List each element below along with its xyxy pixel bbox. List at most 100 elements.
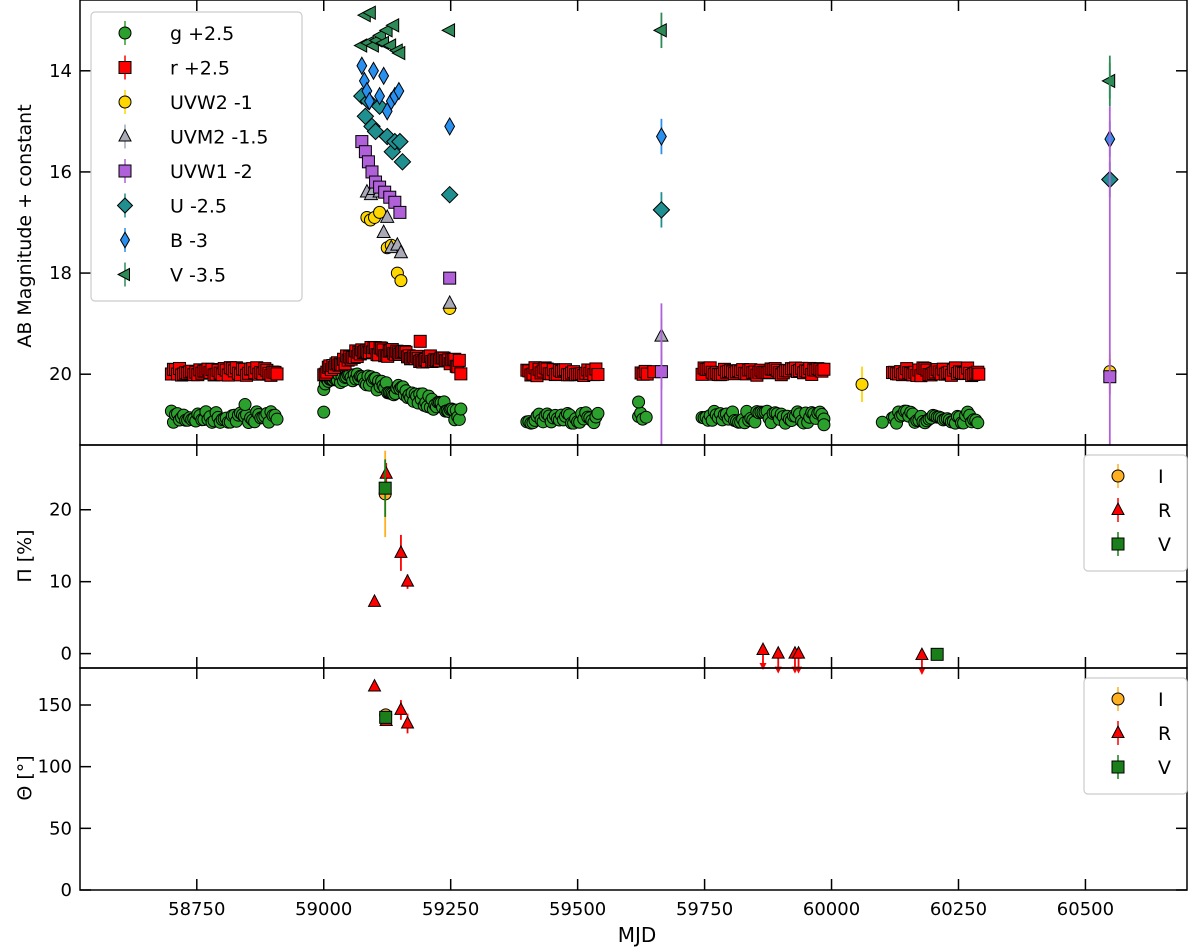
r-band-point — [452, 353, 466, 367]
polarisation-point — [930, 647, 944, 661]
swift-point — [441, 23, 456, 38]
panel-frame — [79, 444, 1188, 669]
polarisation-point — [367, 678, 382, 692]
swift-point — [394, 274, 408, 288]
x-tick-label: 60500 — [1057, 899, 1114, 920]
upper-limit-point — [756, 642, 770, 656]
legend-box — [1083, 677, 1188, 795]
swift-point — [655, 127, 667, 146]
x-tick-label: 58750 — [168, 899, 225, 920]
y-tick-label: 50 — [49, 818, 72, 839]
swift-point — [378, 66, 390, 86]
legend-label: V — [1158, 534, 1171, 556]
g-band-point — [817, 418, 831, 432]
y-tick-label: 20 — [49, 500, 72, 521]
swift-point — [393, 152, 412, 171]
middle-panel-y-axis-label: Π [%] — [14, 529, 36, 582]
legend-marker — [118, 95, 132, 109]
legend-marker — [118, 164, 132, 178]
x-tick-label: 59000 — [295, 899, 352, 920]
swift-point — [368, 61, 379, 81]
swift-point — [361, 5, 376, 20]
swift-point — [393, 205, 407, 219]
y-tick-label: 14 — [49, 61, 72, 82]
bottom-panel-y-axis-label: Θ [°] — [14, 755, 36, 800]
x-axis-label: MJD — [618, 923, 657, 947]
legend-label: g +2.5 — [170, 23, 234, 45]
upper-limit-arrowhead — [759, 663, 767, 671]
r-band-point — [454, 367, 468, 381]
top-panel-y-axis-label: AB Magnitude + constant — [14, 104, 36, 347]
legend-box — [90, 11, 303, 302]
legend-label: I — [1158, 689, 1164, 711]
upper-limit-arrowhead — [918, 668, 926, 676]
polarisation-point — [379, 710, 393, 724]
swift-point — [376, 224, 391, 238]
legend-marker — [117, 267, 130, 282]
y-tick-label: 100 — [38, 757, 72, 778]
swift-point — [444, 116, 456, 136]
swift-point — [393, 81, 405, 101]
r-band-point — [413, 334, 427, 348]
x-tick-label: 60000 — [803, 899, 860, 920]
g-band-point — [270, 412, 284, 426]
legend-label: R — [1158, 500, 1171, 522]
panel-frame — [79, 667, 1188, 891]
swift-point — [391, 45, 406, 61]
legend-label: UVW2 -1 — [170, 92, 253, 114]
r-band-point — [972, 367, 986, 381]
legend-marker — [1111, 469, 1125, 483]
x-tick-label: 59500 — [549, 899, 606, 920]
r-band-point — [591, 367, 605, 381]
swift-point — [652, 201, 671, 219]
swift-point — [391, 132, 409, 151]
swift-point — [374, 86, 386, 106]
legend-marker — [1111, 502, 1125, 515]
x-tick-label: 60250 — [930, 899, 987, 920]
y-tick-label: 10 — [49, 572, 72, 593]
g-band-point — [238, 398, 252, 412]
legend-label: I — [1158, 466, 1164, 488]
legend-layer: g +2.5 r +2.5 UVW2 -1 UVM2 -1.5 UVW1 -2 U -2.… — [90, 11, 1188, 795]
g-band-point — [591, 406, 605, 420]
x-tick-label: 59250 — [422, 899, 479, 920]
swift-point — [652, 23, 667, 38]
g-band-point — [317, 405, 331, 419]
g-band-point — [971, 416, 985, 430]
polarisation-point — [400, 715, 415, 729]
legend-label: V — [1158, 757, 1171, 779]
legend-marker — [116, 197, 134, 214]
legend-box — [1083, 454, 1188, 572]
legend-label: UVW1 -2 — [170, 161, 253, 183]
polarisation-point — [378, 481, 392, 495]
g-band-point — [875, 415, 889, 429]
legend-label: B -3 — [170, 230, 208, 252]
swift-point — [356, 56, 368, 76]
r-band-point — [817, 362, 831, 376]
y-tick-label: 0 — [61, 880, 72, 901]
upper-limit-point — [771, 645, 786, 659]
polarisation-point — [394, 544, 408, 558]
legend-label: V -3.5 — [170, 265, 226, 287]
upper-limit-point — [791, 645, 806, 659]
polarisation-point — [379, 465, 394, 479]
r-band-point — [270, 367, 284, 381]
swift-point — [443, 271, 457, 285]
legend-marker — [118, 61, 132, 74]
upper-limit-point — [915, 647, 929, 661]
legend-marker — [118, 26, 132, 40]
swift-point — [440, 185, 459, 204]
legend-label: U -2.5 — [170, 196, 227, 218]
swift-point — [1101, 73, 1116, 89]
y-tick-label: 150 — [38, 695, 72, 716]
polarisation-point — [394, 701, 408, 715]
y-tick-label: 0 — [61, 644, 72, 665]
legend-label: R — [1158, 723, 1171, 745]
polarisation-point — [400, 573, 415, 587]
legend-label: r +2.5 — [170, 58, 230, 80]
g-band-point — [632, 395, 646, 409]
legend-marker — [1111, 537, 1125, 551]
y-tick-label: 16 — [49, 162, 72, 183]
legend-marker — [1111, 760, 1125, 774]
